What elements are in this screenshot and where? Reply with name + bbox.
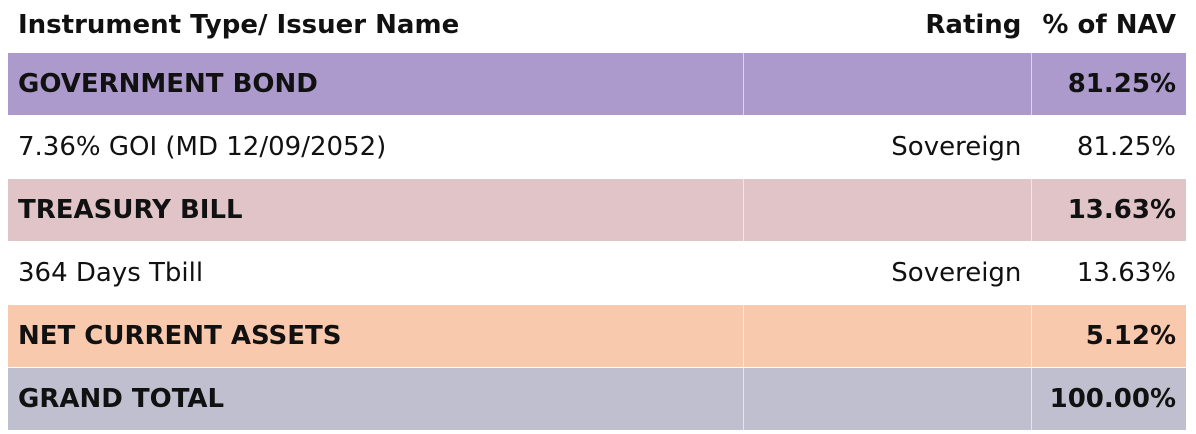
total-name: GRAND TOTAL: [8, 367, 744, 431]
group-value: 13.63%: [1031, 178, 1186, 242]
group-value: 81.25%: [1031, 51, 1186, 116]
group-value: 5.12%: [1031, 304, 1186, 368]
group-name: GOVERNMENT BOND: [8, 51, 744, 116]
holdings-table: Instrument Type/ Issuer Name Rating % of…: [8, 0, 1186, 431]
group-name: NET CURRENT ASSETS: [8, 304, 744, 368]
group-name: TREASURY BILL: [8, 178, 744, 242]
empty-cell: [742, 304, 1032, 368]
nav-value: 81.25%: [1031, 115, 1186, 179]
header-row: Instrument Type/ Issuer Name Rating % of…: [8, 0, 1186, 53]
header-cell: Rating: [742, 0, 1032, 53]
header-cell: % of NAV: [1031, 0, 1186, 53]
empty-cell: [742, 367, 1032, 431]
empty-cell: [742, 178, 1032, 242]
holding-row: 7.36% GOI (MD 12/09/2052) Sovereign 81.2…: [8, 115, 1186, 179]
nav-value: 13.63%: [1031, 241, 1186, 305]
total-value: 100.00%: [1031, 367, 1186, 431]
header-cell: Instrument Type/ Issuer Name: [8, 0, 744, 53]
rating: Sovereign: [742, 241, 1032, 305]
holding-row: 364 Days Tbill Sovereign 13.63%: [8, 241, 1186, 305]
empty-cell: [742, 51, 1032, 116]
group-row: NET CURRENT ASSETS 5.12%: [8, 304, 1186, 368]
group-row: GOVERNMENT BOND 81.25%: [8, 51, 1186, 116]
issuer-name: 7.36% GOI (MD 12/09/2052): [8, 115, 744, 179]
issuer-name: 364 Days Tbill: [8, 241, 744, 305]
rating: Sovereign: [742, 115, 1032, 179]
total-row: GRAND TOTAL 100.00%: [8, 367, 1186, 431]
group-row: TREASURY BILL 13.63%: [8, 178, 1186, 242]
